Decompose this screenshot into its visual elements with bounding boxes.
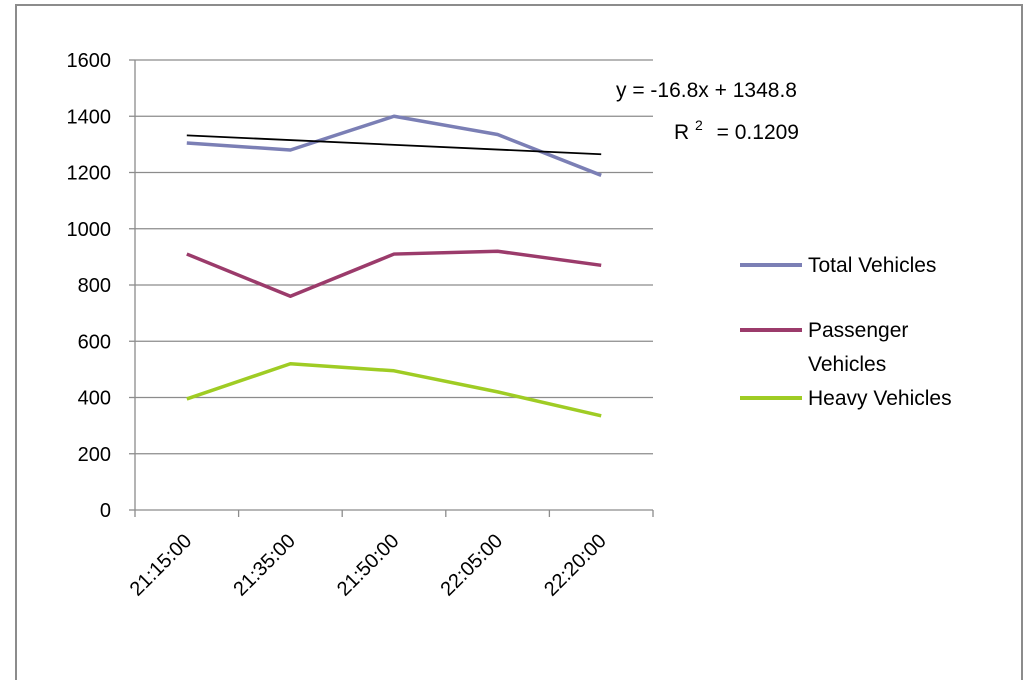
y-tick-label: 0 (100, 500, 111, 522)
trendline (186, 134, 602, 156)
x-tick-label: 22:20:00 (540, 530, 611, 601)
legend-label: Total Vehicles (808, 254, 936, 277)
r2-exponent: 2 (695, 117, 703, 133)
trendline-group (186, 134, 602, 156)
y-tick-label: 200 (78, 444, 111, 466)
series-lines (186, 114, 602, 418)
series-line (186, 249, 602, 298)
x-tick-label: 21:15:00 (126, 530, 197, 601)
legend-label: Heavy Vehicles (808, 387, 952, 410)
gridlines (135, 59, 653, 455)
y-tick-label: 600 (78, 331, 111, 353)
x-tick-label: 21:35:00 (229, 530, 300, 601)
trendline-equation: y = -16.8x + 1348.8 (616, 79, 797, 102)
x-tick-label: 21:50:00 (333, 530, 404, 601)
chart-frame: 0 200 400 600 800 1000 1200 1400 1600 21:15:00 21:… (15, 4, 1023, 680)
x-tick-label: 22:05:00 (437, 530, 508, 601)
y-tick-label: 1600 (67, 50, 112, 72)
trendline-r-squared: R 2 = 0.1209 (674, 112, 799, 144)
y-tick-label: 400 (78, 388, 111, 410)
legend-label: Passenger Vehicles (808, 319, 908, 376)
series-line (186, 362, 602, 418)
axes (129, 59, 654, 517)
y-tick-label: 800 (78, 275, 111, 297)
series-line (186, 114, 602, 177)
legend: Total Vehicles Passenger Vehicles Heavy Veh… (740, 254, 952, 410)
line-chart: 0 200 400 600 800 1000 1200 1400 1600 21:15:00 21:… (67, 50, 952, 601)
y-tick-label: 1200 (67, 163, 112, 185)
r2-prefix: R (674, 121, 689, 144)
trendline-annotation: y = -16.8x + 1348.8 R 2 = 0.1209 (616, 79, 799, 144)
r2-value: = 0.1209 (717, 121, 799, 144)
y-tick-label: 1400 (67, 106, 112, 128)
y-tick-label: 1000 (67, 219, 112, 241)
